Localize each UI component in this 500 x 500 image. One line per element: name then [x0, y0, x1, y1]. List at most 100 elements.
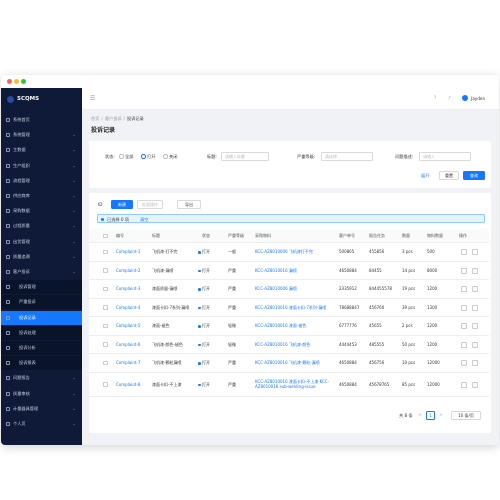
menu-item[interactable]: 投诉处理 — [1, 325, 82, 340]
radio[interactable] — [163, 154, 168, 159]
edit-button[interactable] — [461, 360, 467, 367]
more-button[interactable] — [472, 341, 478, 348]
severity-select[interactable]: 请选择 — [321, 152, 373, 161]
more-button[interactable] — [472, 381, 478, 388]
menu-item[interactable]: 采购数据 ⌄ — [1, 204, 82, 218]
desc-input[interactable]: 请输入 — [419, 152, 471, 161]
id-cell[interactable]: Complaint-1 — [116, 249, 141, 255]
menu-item[interactable]: 过程质量 ⌄ — [1, 219, 82, 233]
menu-item[interactable]: 系统首页 — [1, 113, 82, 127]
menu-item[interactable]: 客户投诉 ⌄ — [1, 265, 82, 279]
page-size[interactable]: 10 条/页 — [451, 411, 481, 420]
expand-link[interactable]: 展开 — [421, 173, 430, 178]
more-button[interactable] — [472, 323, 478, 330]
material-cell[interactable]: KCC-AZ8010006 漏喷 — [255, 286, 297, 292]
more-button[interactable] — [472, 267, 478, 274]
edit-button[interactable] — [461, 381, 467, 388]
id-cell[interactable]: Complaint-4 — [116, 304, 141, 310]
menu-item[interactable]: 质量审核 ⌄ — [1, 387, 82, 401]
edit-button[interactable] — [461, 341, 467, 348]
title-input[interactable]: 请输入标题 — [221, 152, 269, 161]
reset-button[interactable]: 重置 — [439, 171, 459, 180]
menu-text: 投诉处理 — [19, 329, 36, 335]
export-button[interactable]: 导出 — [177, 200, 201, 209]
menu-item[interactable]: 严重投诉 — [1, 295, 82, 310]
help-icon[interactable]: ? — [434, 95, 437, 100]
radio-label[interactable]: 全部 — [125, 154, 134, 159]
material-cell[interactable]: KCC-AZ8010016 漏喷 — [255, 267, 297, 273]
menu-arrow: ⌄ — [72, 375, 76, 381]
radio[interactable] — [119, 154, 124, 159]
min-dot[interactable] — [14, 79, 19, 84]
menu-text: 投诉分析 — [19, 345, 36, 350]
batch-button[interactable]: 批量操作 — [137, 200, 163, 209]
material-cell[interactable]: KCC-AZ8010016 漆面-褪色 — [255, 323, 307, 329]
crumb-item[interactable]: 客户投诉 — [104, 116, 122, 121]
more-button[interactable] — [472, 304, 478, 311]
header-checkbox[interactable] — [103, 233, 108, 238]
menu-item[interactable]: 质量追溯 ⌄ — [1, 250, 82, 264]
menu-toggle[interactable]: ☰ — [90, 95, 96, 102]
user-name[interactable]: Jayden — [471, 96, 486, 101]
avatar[interactable] — [462, 95, 468, 101]
page-1[interactable]: 1 — [426, 411, 435, 420]
close-dot[interactable] — [7, 79, 12, 84]
id-cell[interactable]: Complaint-7 — [116, 360, 141, 366]
status-cell: 打开 — [202, 286, 210, 292]
material-cell[interactable]: KCC-AZ8010016 漆面卡扣-不上漆 KCC-AZ8010016 sub… — [255, 378, 330, 390]
clear-link[interactable]: 清空 — [140, 216, 149, 222]
id-cell[interactable]: Complaint-5 — [116, 323, 141, 329]
menu-item[interactable]: 系统管理 ⌄ — [1, 128, 82, 142]
prev-page[interactable]: < — [416, 411, 424, 420]
edit-button[interactable] — [461, 286, 467, 293]
next-page[interactable]: > — [437, 411, 445, 420]
material-cell[interactable]: KCC-AZ8010016 飞机漆-颗粒-漏喷 — [255, 360, 320, 366]
row-checkbox[interactable] — [103, 342, 108, 347]
menu-item[interactable]: 问题报告 ⌄ — [1, 371, 82, 385]
row-checkbox[interactable] — [103, 249, 108, 255]
crumb-item[interactable]: 首页 — [91, 116, 100, 121]
row-checkbox[interactable] — [103, 323, 108, 329]
menu-item[interactable]: 投诉分析 — [1, 341, 82, 355]
menu-item[interactable]: 投诉管理 — [1, 280, 82, 295]
menu-item[interactable]: 出货管理 ⌄ — [1, 235, 82, 249]
new-button[interactable]: 新建 — [111, 200, 133, 209]
radio[interactable] — [141, 154, 146, 159]
material-cell[interactable]: KCC-AZ8010006 飞机漆打不完 — [255, 249, 313, 255]
menu-item[interactable]: 计量器具管理 ⌄ — [1, 402, 82, 416]
menu-item[interactable]: 流程管理 ⌄ — [1, 174, 82, 188]
id-cell[interactable]: Complaint-6 — [116, 341, 141, 347]
id-cell[interactable]: Complaint-8 — [116, 381, 141, 387]
more-button[interactable] — [472, 249, 478, 256]
menu-item[interactable]: 投诉记录 — [1, 310, 82, 325]
menu-item[interactable]: 供应商库 ⌄ — [1, 189, 82, 203]
material-cell[interactable]: KCC-AZ8010016 漆面卡扣-7系列-漏喷 — [255, 304, 327, 310]
menu-item[interactable]: 个人页 ⌄ — [1, 417, 82, 431]
material-cell[interactable]: KCC-AZ8010016 飞机漆-颜色 — [255, 341, 311, 347]
id-cell[interactable]: Complaint-3 — [116, 286, 141, 292]
row-checkbox[interactable] — [103, 268, 108, 273]
id-cell[interactable]: Complaint-2 — [116, 267, 141, 273]
title-label: 标题: — [207, 154, 217, 159]
more-button[interactable] — [472, 360, 478, 367]
row-checkbox[interactable] — [103, 360, 108, 366]
menu-item[interactable]: 投诉报表 — [1, 356, 82, 371]
menu-item[interactable]: 生产组织 ⌄ — [1, 159, 82, 173]
table-row: Complaint-3 漆面质量-漏喷 打开 严重 KCC-AZ8010006 漏喷 23… — [89, 280, 489, 299]
edit-button[interactable] — [461, 267, 467, 274]
radio-label[interactable]: 打开 — [147, 154, 156, 159]
edit-button[interactable] — [461, 323, 467, 330]
search-button[interactable]: 查询 — [463, 171, 485, 180]
max-dot[interactable] — [21, 79, 26, 84]
menu-item[interactable]: 主数据 ⌄ — [1, 143, 82, 157]
edit-button[interactable] — [461, 249, 467, 256]
row-checkbox[interactable] — [103, 286, 108, 292]
row-checkbox[interactable] — [103, 382, 108, 387]
radio-label[interactable]: 关闭 — [169, 154, 178, 159]
more-button[interactable] — [472, 286, 478, 293]
menu-text: 问题报告 — [13, 375, 30, 381]
edit-button[interactable] — [461, 304, 467, 311]
bell-icon[interactable]: ♪ — [448, 95, 451, 100]
row-checkbox[interactable] — [103, 305, 108, 310]
menu-text: 出货管理 — [13, 238, 30, 244]
